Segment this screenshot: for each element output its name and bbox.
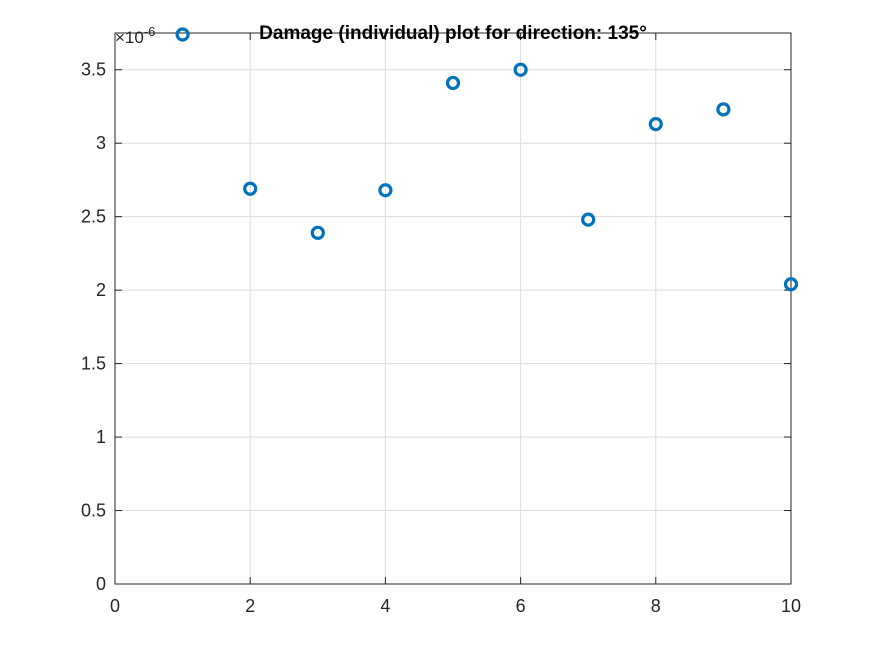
y-tick-label: 1.5 — [81, 354, 106, 374]
grid — [115, 33, 791, 584]
data-point — [581, 212, 596, 227]
y-exponent-base: ×10 — [115, 28, 144, 47]
y-axis-tick-labels: 0 0.5 1 1.5 2 2.5 3 3.5 — [81, 60, 106, 594]
data-point — [783, 277, 799, 292]
x-tick-label: 8 — [651, 596, 661, 616]
data-point — [716, 102, 731, 117]
y-tick-label: 3.5 — [81, 60, 106, 80]
y-tick-label: 2.5 — [81, 207, 106, 227]
data-point — [175, 27, 190, 42]
y-exponent-label: ×10-6 — [115, 24, 155, 47]
x-tick-label: 6 — [516, 596, 526, 616]
data-point — [310, 225, 325, 240]
data-markers — [175, 27, 799, 292]
plot-area — [115, 33, 791, 584]
chart-title: Damage (individual) plot for direction: … — [259, 23, 647, 44]
y-tick-label: 0.5 — [81, 501, 106, 521]
y-exponent-power: -6 — [144, 24, 156, 39]
x-tick-label: 0 — [110, 596, 120, 616]
x-tick-label: 4 — [380, 596, 390, 616]
data-point — [513, 62, 528, 77]
data-point — [243, 181, 258, 196]
data-point — [445, 75, 461, 91]
data-point — [648, 116, 663, 132]
y-tick-label: 3 — [96, 133, 106, 153]
plot-frame — [114, 32, 792, 585]
x-axis-tick-labels: 0 2 4 6 8 10 — [110, 596, 801, 616]
axis-ticks — [114, 33, 792, 585]
data-point — [378, 183, 393, 198]
x-tick-label: 10 — [781, 596, 801, 616]
y-tick-label: 0 — [96, 574, 106, 594]
y-tick-label: 1 — [96, 427, 106, 447]
y-tick-label: 2 — [96, 280, 106, 300]
x-tick-label: 2 — [245, 596, 255, 616]
